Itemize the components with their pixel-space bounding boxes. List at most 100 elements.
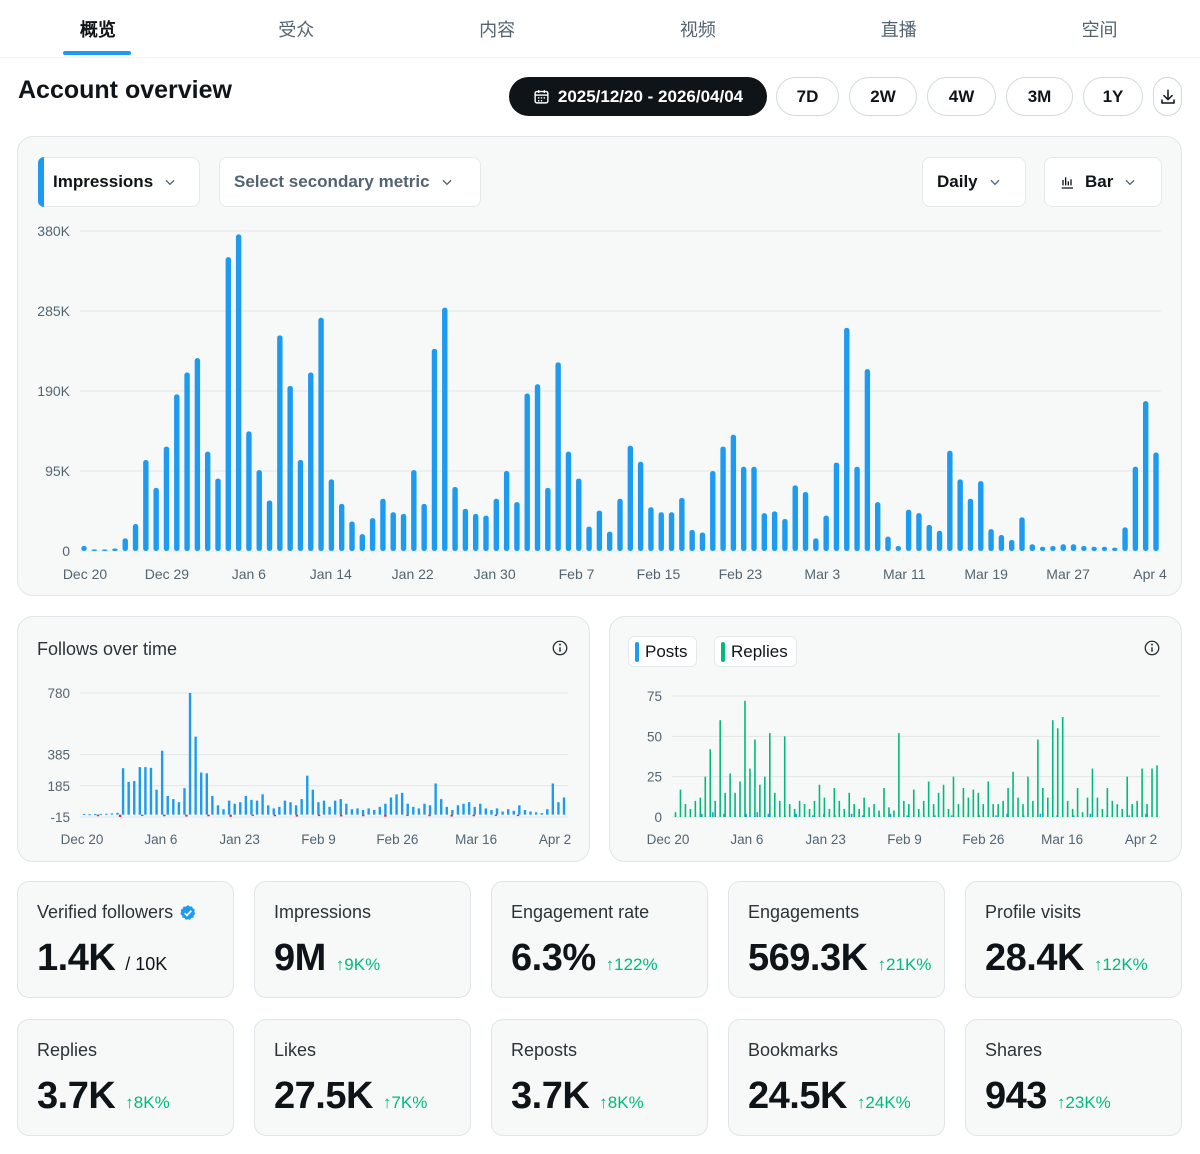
follows-bar (283, 800, 287, 815)
x-tick-label: Dec 20 (63, 566, 108, 582)
verified-badge-icon (180, 904, 196, 920)
range-4w-button[interactable]: 4W (927, 77, 996, 116)
follows-bar (88, 814, 91, 816)
follows-bar (255, 800, 259, 815)
impressions-bar (689, 529, 695, 551)
replies-bar (694, 800, 697, 817)
secondary-metric-select[interactable]: Select secondary metric (219, 157, 481, 207)
posts-bar (906, 815, 908, 817)
follows-bar (311, 789, 315, 815)
tab-spaces[interactable]: 空间 (1081, 20, 1118, 41)
follows-bar (216, 805, 220, 815)
x-tick-label: Feb 7 (559, 566, 595, 582)
replies-bar (957, 804, 960, 817)
replies-bar (759, 784, 761, 817)
range-7d-button[interactable]: 7D (776, 77, 839, 116)
stat-delta-value: 24K% (865, 1093, 911, 1112)
impressions-bar (1081, 545, 1087, 551)
stat-value-row: 3.7K ↑8K% (37, 1075, 170, 1118)
unfollows-bar (339, 814, 343, 817)
stat-label-row: Verified followers (37, 902, 197, 923)
impressions-bar (297, 460, 304, 551)
stat-delta-value: 9K% (344, 955, 381, 974)
impressions-bar (503, 471, 510, 551)
tab-audience[interactable]: 受众 (278, 20, 315, 41)
replies-bar (1151, 768, 1153, 817)
top-tabs: 概览 受众 内容 视频 直播 空间 (0, 0, 1200, 58)
follows-bar (82, 813, 86, 815)
x-tick-label: Feb 26 (376, 832, 418, 847)
follows-bar (395, 794, 398, 815)
impressions-bar (163, 446, 170, 551)
impressions-bar (318, 317, 324, 551)
tab-live[interactable]: 直播 (880, 20, 917, 41)
replies-bar (1081, 812, 1084, 817)
x-tick-label: Apr 2 (1125, 832, 1157, 847)
stat-card-impressions: Impressions 9M ↑9K% (254, 881, 471, 998)
impressions-bar (421, 503, 427, 551)
unfollows-bar (362, 814, 365, 817)
tab-video[interactable]: 视频 (679, 20, 716, 41)
replies-bar (1146, 804, 1148, 817)
impressions-bar (204, 451, 211, 551)
impressions-bar (761, 513, 768, 551)
interval-select[interactable]: Daily (922, 157, 1026, 207)
x-tick-label: Feb 26 (962, 832, 1004, 847)
replies-bar (898, 733, 900, 817)
stat-delta: ↑21K% (877, 955, 932, 974)
replies-bar (793, 808, 796, 817)
replies-bar (764, 776, 766, 817)
replies-bar (674, 812, 677, 817)
impressions-bar (411, 470, 417, 551)
chart-type-select[interactable]: Bar (1044, 157, 1162, 207)
follows-bar (523, 809, 527, 815)
follows-bar (116, 812, 119, 815)
impressions-bar (349, 521, 355, 551)
stat-delta: ↑7K% (382, 1093, 428, 1112)
stat-delta: ↑8K% (125, 1093, 170, 1112)
primary-metric-select[interactable]: Impressions (38, 157, 200, 207)
replies-bar (704, 776, 707, 817)
stat-value-row: 1.4K / 10K (37, 937, 167, 980)
follows-bar (361, 809, 365, 815)
stat-card-replies: Replies 3.7K ↑8K% (17, 1019, 234, 1136)
impressions-bar (751, 466, 757, 551)
follows-bar (462, 803, 465, 815)
follows-bar (400, 792, 404, 815)
unfollows-bar (273, 814, 277, 817)
replies-bar (883, 787, 885, 817)
range-2w-button[interactable]: 2W (849, 77, 917, 116)
range-1y-button[interactable]: 1Y (1083, 77, 1143, 116)
tab-overview[interactable]: 概览 (0, 0, 196, 58)
download-button[interactable] (1153, 77, 1182, 116)
legend-replies[interactable]: Replies (714, 636, 797, 667)
impressions-bar (194, 358, 201, 551)
replies-bar (932, 804, 935, 817)
info-icon[interactable] (1143, 639, 1161, 657)
impressions-bar (740, 466, 747, 551)
follows-bar (133, 781, 136, 815)
replies-bar (709, 749, 712, 817)
stat-value: 1.4K (37, 937, 116, 979)
calendar-icon (534, 90, 549, 104)
stat-delta-value: 8K% (133, 1093, 170, 1112)
x-tick-label: Mar 11 (883, 566, 926, 582)
date-range-button[interactable]: 2025/12/20 - 2026/04/04 (509, 77, 767, 116)
impressions-bar (462, 508, 469, 551)
replies-bar (1086, 797, 1089, 817)
follows-bar (384, 803, 387, 815)
range-3m-button[interactable]: 3M (1006, 77, 1073, 116)
impressions-bar (493, 498, 500, 551)
impressions-bar (101, 549, 108, 551)
legend-posts[interactable]: Posts (628, 636, 697, 667)
posts-bar (811, 815, 814, 817)
legend-replies-swatch (721, 641, 725, 662)
info-icon[interactable] (551, 639, 569, 657)
impressions-bar (710, 471, 716, 551)
impressions-bar (782, 519, 788, 551)
replies-bar (888, 807, 890, 817)
unfollows-bar (207, 814, 210, 817)
replies-bar (838, 800, 841, 817)
impressions-bar (122, 538, 128, 551)
tab-content[interactable]: 内容 (479, 20, 516, 41)
